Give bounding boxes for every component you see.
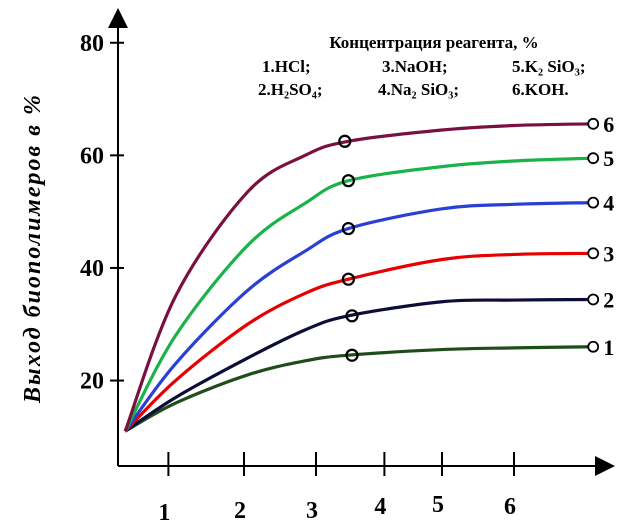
legend-title: Концентрация реагента, % — [329, 33, 538, 52]
series-4-label: 4 — [603, 191, 614, 216]
y-tick-label: 20 — [80, 369, 104, 395]
x-tick-label: 4 — [374, 494, 386, 520]
series-3-label: 3 — [603, 241, 614, 266]
series-2-marker — [345, 309, 359, 323]
y-tick-label: 60 — [80, 143, 104, 169]
legend-item-1: 1.HCl; — [262, 57, 311, 76]
series-6-label: 6 — [603, 112, 614, 137]
x-tick-label: 2 — [234, 498, 246, 524]
series-1-marker — [345, 348, 359, 362]
series-5-marker — [341, 174, 355, 188]
x-tick-label: 3 — [306, 498, 318, 524]
series-3-marker — [341, 272, 355, 286]
series-6-end-marker — [587, 117, 600, 130]
series-3-line — [124, 251, 594, 433]
series-5-label: 5 — [603, 146, 614, 171]
series-1-label: 1 — [603, 335, 614, 360]
legend-item-2: 2.H₂SO₄; — [258, 80, 323, 99]
series-2-line — [124, 297, 594, 433]
legend-item-5: 5.K₂ SiO₃; — [512, 57, 585, 76]
series-4-end-marker — [587, 196, 600, 209]
x-tick-label: 6 — [504, 494, 516, 520]
series-2-end-marker — [587, 293, 600, 306]
legend-item-6: 6.KOH. — [512, 80, 569, 99]
series-6-line — [123, 122, 594, 432]
series-4-marker — [341, 221, 355, 236]
legend-item-4: 4.Na₂ SiO₃; — [378, 80, 459, 99]
series-3-end-marker — [587, 247, 600, 260]
series-6-marker — [338, 134, 352, 148]
legend-item-3: 3.NaOH; — [382, 57, 448, 76]
y-tick-label: 80 — [80, 31, 104, 57]
series-2-label: 2 — [603, 287, 614, 312]
x-tick-label: 1 — [158, 500, 170, 526]
y-axis-label: Выход биополимеров в % — [20, 93, 46, 404]
series-1-end-marker — [587, 340, 600, 353]
series-4-line — [123, 201, 594, 433]
series-5-end-marker — [587, 152, 600, 165]
series-5-line — [123, 156, 594, 432]
x-tick-label: 5 — [432, 492, 444, 518]
series-1-line — [124, 345, 594, 433]
y-tick-label: 40 — [80, 256, 104, 282]
